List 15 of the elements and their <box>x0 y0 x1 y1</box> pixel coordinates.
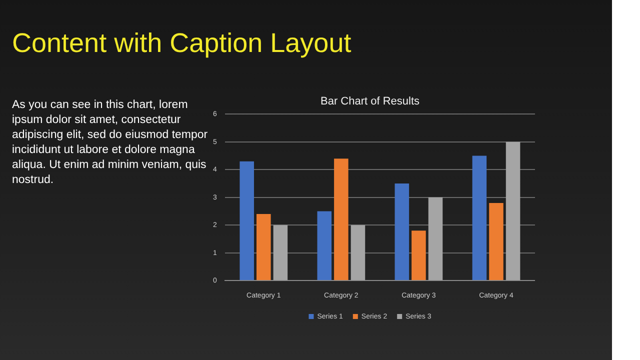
text: As you can see in this chart, lorem ipsum dolor sit amet, consectetur adipiscing elit, sed do eiusmod tempor incididunt ut labore et dolore magna aliqua. Ut enim ad minim veniam, quis nostrud. <box>12 98 209 188</box>
bar <box>489 202 504 280</box>
bar <box>472 156 487 280</box>
bar <box>428 197 443 280</box>
bar <box>256 214 271 280</box>
text: Content with Caption Layout <box>12 28 352 59</box>
bar <box>334 158 348 280</box>
bar <box>506 142 520 280</box>
bar <box>412 230 426 280</box>
bar <box>394 184 410 280</box>
chart-title: Bar Chart of Results <box>320 96 420 108</box>
bar <box>350 225 366 280</box>
bar <box>317 211 332 280</box>
bar <box>240 161 254 280</box>
bar <box>273 225 288 280</box>
